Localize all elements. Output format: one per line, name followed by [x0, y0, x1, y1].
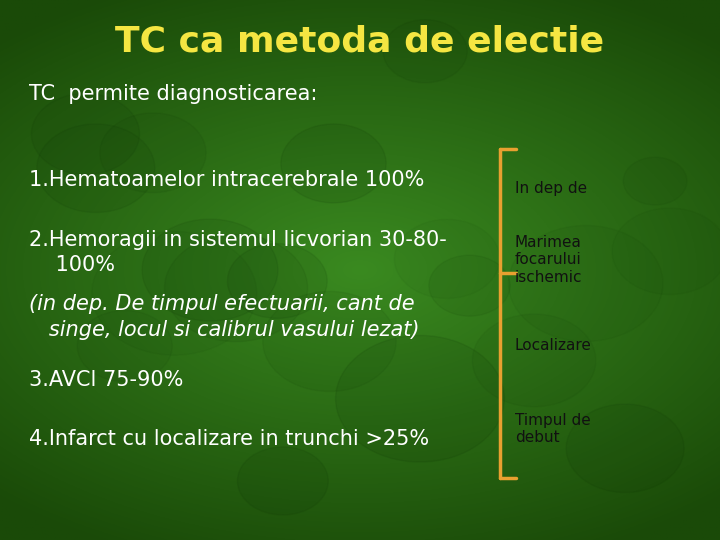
Circle shape	[37, 124, 155, 212]
Circle shape	[77, 310, 172, 382]
Text: 1.Hematoamelor intracerebrale 100%: 1.Hematoamelor intracerebrale 100%	[29, 170, 424, 190]
Circle shape	[165, 234, 307, 342]
Text: TC ca metoda de electie: TC ca metoda de electie	[115, 24, 605, 58]
Circle shape	[32, 93, 140, 174]
Circle shape	[281, 124, 386, 203]
Text: 4.Infarct cu localizare in trunchi >25%: 4.Infarct cu localizare in trunchi >25%	[29, 429, 429, 449]
Circle shape	[624, 157, 687, 205]
Text: Timpul de
debut: Timpul de debut	[515, 413, 590, 446]
Text: TC  permite diagnosticarea:: TC permite diagnosticarea:	[29, 84, 318, 104]
Circle shape	[100, 113, 206, 193]
Circle shape	[472, 314, 596, 407]
Circle shape	[228, 244, 327, 319]
Text: Localizare: Localizare	[515, 338, 592, 353]
Circle shape	[566, 404, 684, 492]
Circle shape	[336, 335, 505, 462]
Text: In dep de: In dep de	[515, 181, 587, 196]
Circle shape	[429, 255, 510, 316]
Circle shape	[383, 19, 467, 83]
Circle shape	[263, 292, 396, 392]
Text: 2.Hemoragii in sistemul licvorian 30-80-
    100%: 2.Hemoragii in sistemul licvorian 30-80-…	[29, 230, 446, 275]
Text: Marimea
focarului
ischemic: Marimea focarului ischemic	[515, 235, 582, 285]
Circle shape	[142, 219, 278, 321]
Text: (in dep. De timpul efectuarii, cant de
   singe, locul si calibrul vasului lezat: (in dep. De timpul efectuarii, cant de s…	[29, 294, 419, 340]
Circle shape	[238, 447, 328, 515]
Text: 3.AVCl 75-90%: 3.AVCl 75-90%	[29, 370, 183, 390]
